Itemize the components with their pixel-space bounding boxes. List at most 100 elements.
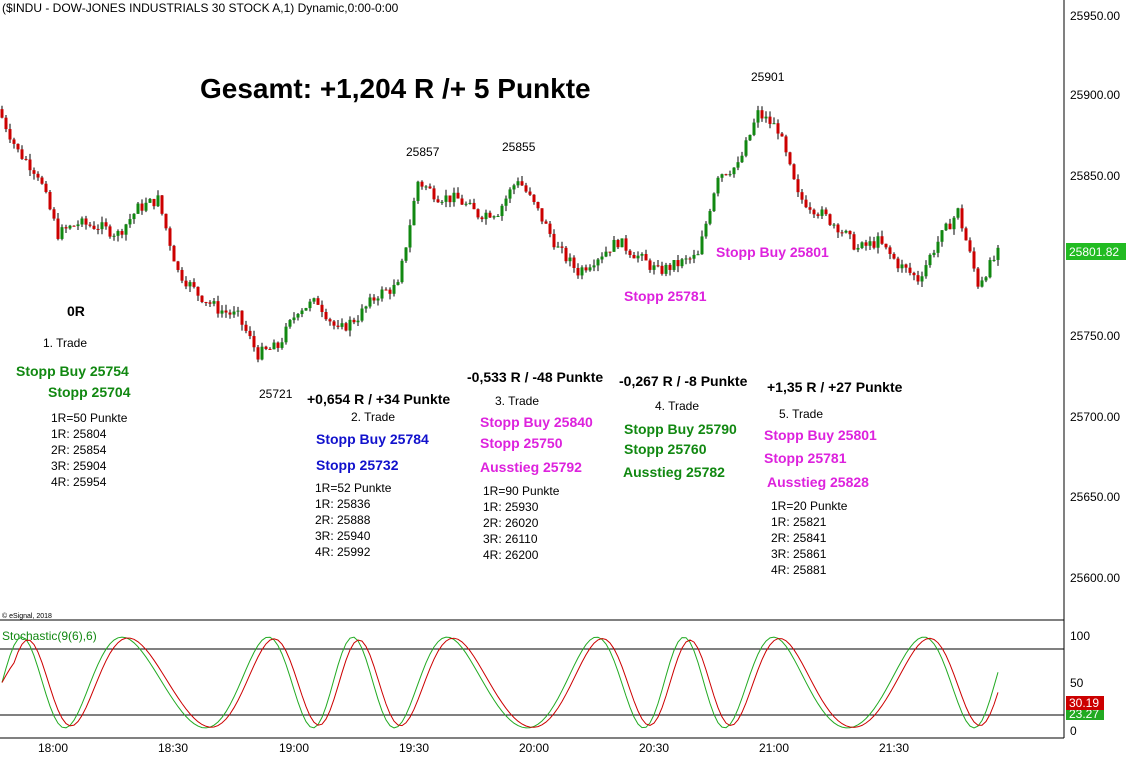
candle-body — [572, 257, 576, 268]
chart-annotation-stopp: Stopp 25781 — [624, 288, 707, 304]
candle-body — [912, 272, 916, 276]
candle-body — [492, 216, 496, 218]
candle-body — [96, 228, 100, 230]
trade-level: 1R=90 Punkte — [483, 484, 560, 498]
candle-body — [640, 254, 644, 256]
candle-body — [0, 109, 4, 118]
trade-order: Stopp 25750 — [480, 435, 563, 451]
trade-level: 2R: 26020 — [483, 516, 539, 530]
candle-body — [100, 222, 104, 230]
candle-body — [840, 232, 844, 234]
candle-body — [636, 255, 640, 259]
candle-body — [704, 223, 708, 237]
stochastic-tick: 0 — [1070, 724, 1077, 738]
candle-body — [412, 200, 416, 226]
candle-body — [284, 326, 288, 343]
trade-order: Stopp 25704 — [48, 384, 131, 400]
candle-body — [940, 230, 944, 242]
candle-body — [920, 276, 924, 282]
headline-total: Gesamt: +1,204 R /+ 5 Punkte — [200, 73, 591, 104]
candle-body — [740, 155, 744, 163]
candle-body — [304, 308, 308, 311]
candle-body — [260, 346, 264, 360]
candle-body — [836, 224, 840, 233]
last-price-box — [1066, 243, 1126, 260]
candle-body — [148, 198, 152, 203]
candle-body — [608, 251, 612, 253]
candle-body — [588, 267, 592, 271]
candle-body — [752, 122, 756, 135]
candle-body — [424, 186, 428, 188]
candle-body — [104, 222, 108, 227]
trade-level: 4R: 25954 — [51, 475, 107, 489]
trade-1-block: 0R 1. Trade Stopp Buy 25754 Stopp 25704 … — [16, 303, 131, 489]
trade-level: 2R: 25888 — [315, 513, 371, 527]
candle-body — [748, 134, 752, 141]
candle-body — [688, 258, 692, 260]
stochastic-d-line — [1, 637, 999, 728]
candle-body — [444, 195, 448, 202]
candle-body — [56, 218, 60, 239]
candle-body — [524, 185, 528, 192]
candle-body — [176, 261, 180, 270]
candle-body — [436, 199, 440, 203]
candle-body — [624, 238, 628, 251]
trade-level: 1R=20 Punkte — [771, 499, 848, 513]
candle-body — [556, 246, 560, 248]
trade-level: 4R: 26200 — [483, 548, 539, 562]
trade-name: 1. Trade — [43, 336, 87, 350]
trade-order: Stopp Buy 25801 — [764, 427, 877, 443]
candle-body — [472, 202, 476, 210]
candle-body — [708, 211, 712, 224]
candle-body — [112, 235, 116, 237]
candle-body — [996, 247, 1000, 260]
candle-body — [596, 259, 600, 266]
candle-body — [292, 317, 296, 321]
candle-body — [984, 277, 988, 281]
candle-body — [764, 116, 768, 119]
time-axis: 18:00 18:30 19:00 19:30 20:00 20:30 21:0… — [38, 741, 909, 755]
trade-order: Stopp Buy 25754 — [16, 363, 129, 379]
candle-body — [324, 311, 328, 320]
candle-body — [696, 254, 700, 256]
candle-body — [484, 212, 488, 220]
trade-order: Ausstieg 25792 — [480, 459, 582, 475]
candle-body — [24, 158, 28, 160]
candle-body — [344, 323, 348, 331]
candle-body — [732, 167, 736, 175]
candle-body — [804, 199, 808, 208]
trade-level: 3R: 26110 — [483, 532, 538, 546]
candle-body — [828, 214, 832, 225]
trade-level: 1R=50 Punkte — [51, 411, 128, 425]
candle-body — [480, 217, 484, 220]
time-tick: 18:00 — [38, 741, 68, 755]
candle-body — [600, 256, 604, 260]
candle-body — [976, 268, 980, 287]
candle-body — [736, 162, 740, 168]
candle-body — [384, 289, 388, 291]
candle-body — [28, 159, 32, 171]
candle-body — [772, 123, 776, 125]
trade-order: Stopp Buy 25790 — [624, 421, 737, 437]
candle-body — [156, 195, 160, 207]
candle-body — [360, 308, 364, 321]
candle-body — [392, 284, 396, 294]
candle-body — [476, 209, 480, 218]
candle-body — [900, 264, 904, 269]
candle-body — [592, 265, 596, 268]
candle-body — [124, 224, 128, 235]
candle-body — [852, 234, 856, 250]
candle-body — [280, 342, 284, 348]
candle-body — [512, 185, 516, 190]
candle-body — [656, 265, 660, 267]
candle-body — [196, 286, 200, 296]
candle-body — [896, 258, 900, 269]
candle-body — [60, 227, 64, 239]
time-tick: 20:30 — [639, 741, 669, 755]
candlestick-series — [0, 105, 1000, 363]
copyright-label: © eSignal, 2018 — [2, 612, 52, 620]
candle-body — [456, 192, 460, 199]
candle-body — [644, 254, 648, 261]
candle-body — [672, 260, 676, 270]
candle-body — [32, 170, 36, 174]
